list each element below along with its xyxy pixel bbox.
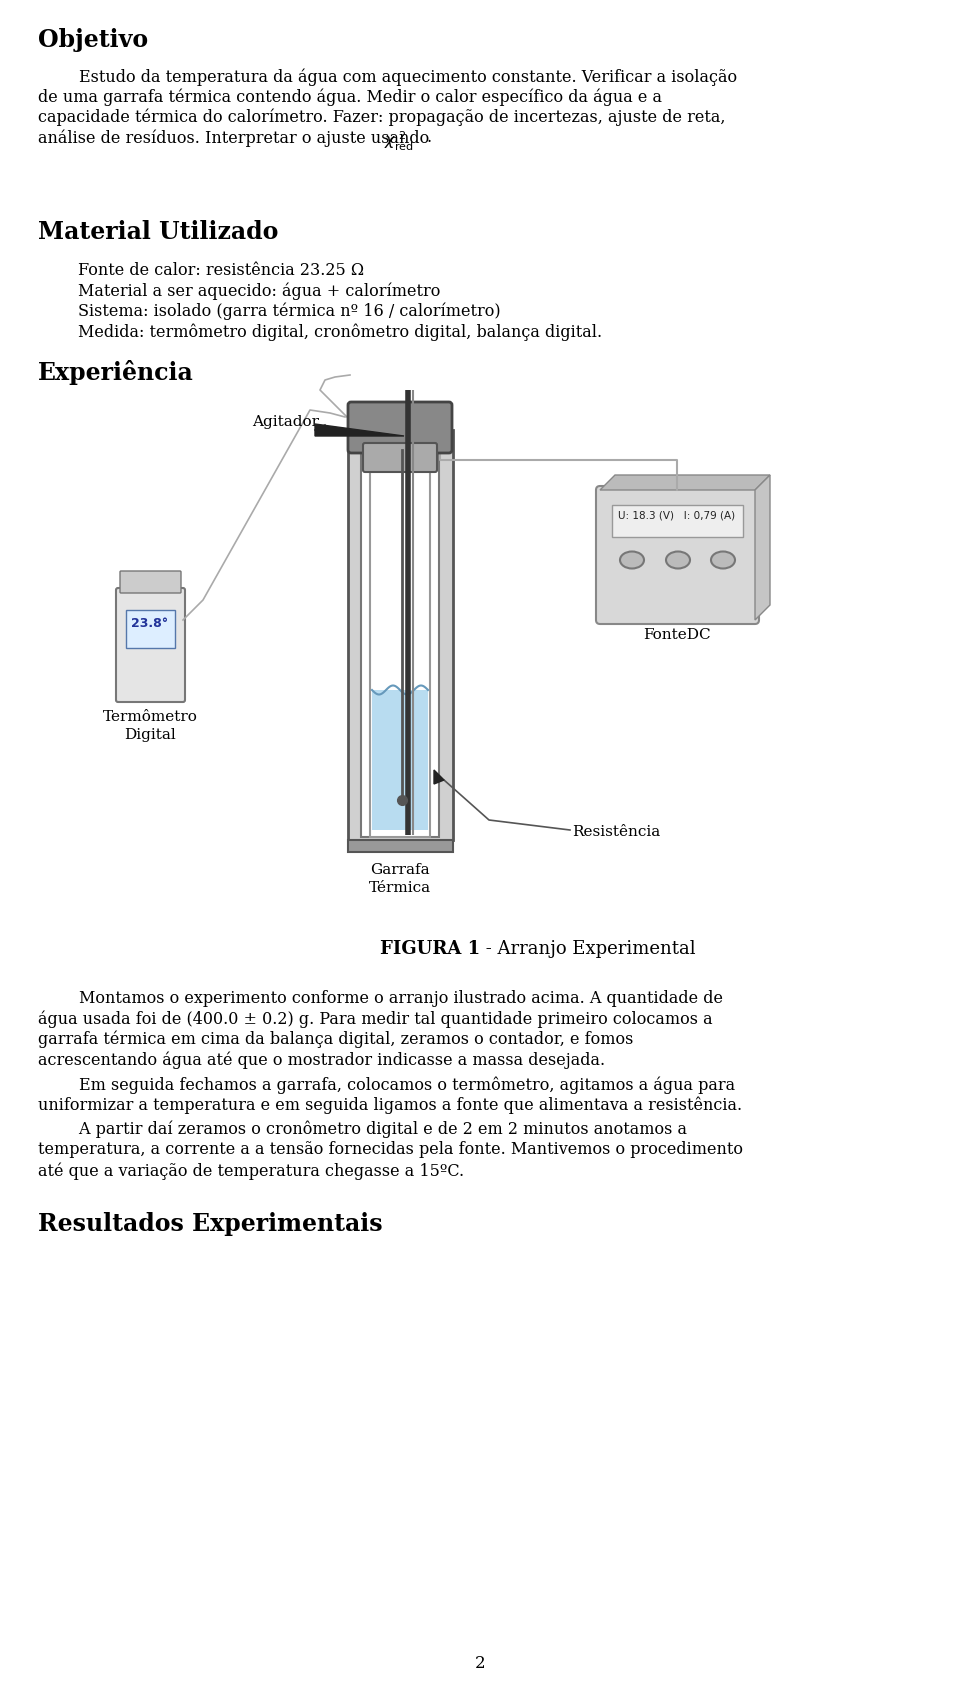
Text: 2: 2	[474, 1655, 486, 1672]
Text: Termômetro
Digital: Termômetro Digital	[103, 709, 198, 741]
Text: capacidade térmica do calorímetro. Fazer: propagação de incertezas, ajuste de re: capacidade térmica do calorímetro. Fazer…	[38, 110, 726, 126]
Polygon shape	[434, 770, 444, 784]
Text: Sistema: isolado (garra térmica nº 16 / calorímetro): Sistema: isolado (garra térmica nº 16 / …	[78, 303, 500, 320]
FancyBboxPatch shape	[596, 485, 759, 623]
Text: garrafa térmica em cima da balança digital, zeramos o contador, e fomos: garrafa térmica em cima da balança digit…	[38, 1031, 634, 1048]
Text: Experiência: Experiência	[38, 361, 194, 384]
Text: até que a variação de temperatura chegasse a 15ºC.: até que a variação de temperatura chegas…	[38, 1163, 464, 1179]
Text: Estudo da temperatura da água com aquecimento constante. Verificar a isolação: Estudo da temperatura da água com aqueci…	[38, 67, 737, 86]
Text: A partir daí zeramos o cronômetro digital e de 2 em 2 minutos anotamos a: A partir daí zeramos o cronômetro digita…	[38, 1121, 687, 1139]
Text: FIGURA 1: FIGURA 1	[380, 940, 480, 959]
Text: Montamos o experimento conforme o arranjo ilustrado acima. A quantidade de: Montamos o experimento conforme o arranj…	[38, 991, 723, 1008]
Polygon shape	[600, 475, 770, 490]
Text: Medida: termômetro digital, cronômetro digital, balança digital.: Medida: termômetro digital, cronômetro d…	[78, 324, 602, 340]
Text: Garrafa
Térmica: Garrafa Térmica	[369, 863, 431, 895]
Text: Resultados Experimentais: Resultados Experimentais	[38, 1213, 383, 1237]
Bar	[361, 435, 439, 837]
Polygon shape	[315, 425, 404, 436]
Bar	[348, 430, 453, 841]
Bar	[612, 506, 743, 538]
FancyBboxPatch shape	[116, 588, 185, 703]
Text: uniformizar a temperatura e em seguida ligamos a fonte que alimentava a resistên: uniformizar a temperatura e em seguida l…	[38, 1097, 742, 1114]
Text: temperatura, a corrente a a tensão fornecidas pela fonte. Mantivemos o procedime: temperatura, a corrente a a tensão forne…	[38, 1141, 743, 1159]
Bar	[348, 841, 453, 853]
Text: Agitador: Agitador	[252, 415, 319, 430]
Text: água usada foi de (400.0 ± 0.2) g. Para medir tal quantidade primeiro colocamos : água usada foi de (400.0 ± 0.2) g. Para …	[38, 1011, 712, 1028]
Bar	[126, 610, 175, 649]
Text: - Arranjo Experimental: - Arranjo Experimental	[480, 940, 696, 959]
Ellipse shape	[666, 551, 690, 568]
Text: de uma garrafa térmica contendo água. Medir o calor específico da água e a: de uma garrafa térmica contendo água. Me…	[38, 89, 662, 106]
Text: Resistência: Resistência	[572, 826, 660, 839]
Text: Material a ser aquecido: água + calorímetro: Material a ser aquecido: água + caloríme…	[78, 283, 441, 300]
Text: Objetivo: Objetivo	[38, 29, 148, 52]
Text: Em seguida fechamos a garrafa, colocamos o termômetro, agitamos a água para: Em seguida fechamos a garrafa, colocamos…	[38, 1077, 735, 1094]
Bar	[372, 689, 428, 831]
Text: $\chi_{\rm red}^{\ 2}$: $\chi_{\rm red}^{\ 2}$	[384, 130, 414, 153]
FancyBboxPatch shape	[363, 443, 437, 472]
FancyBboxPatch shape	[120, 571, 181, 593]
FancyBboxPatch shape	[348, 403, 452, 453]
Text: acrescentando água até que o mostrador indicasse a massa desejada.: acrescentando água até que o mostrador i…	[38, 1051, 605, 1068]
Text: U: 18.3 (V)   I: 0,79 (A): U: 18.3 (V) I: 0,79 (A)	[618, 511, 735, 521]
Text: FonteDC: FonteDC	[643, 629, 710, 642]
Bar	[370, 435, 430, 837]
Text: 23.8°: 23.8°	[132, 617, 169, 630]
Text: .: .	[426, 130, 431, 147]
Polygon shape	[755, 475, 770, 620]
Text: Fonte de calor: resistência 23.25 Ω: Fonte de calor: resistência 23.25 Ω	[78, 261, 364, 280]
Ellipse shape	[711, 551, 735, 568]
Text: Material Utilizado: Material Utilizado	[38, 221, 278, 244]
Ellipse shape	[620, 551, 644, 568]
Text: análise de resíduos. Interpretar o ajuste usando: análise de resíduos. Interpretar o ajust…	[38, 130, 434, 147]
